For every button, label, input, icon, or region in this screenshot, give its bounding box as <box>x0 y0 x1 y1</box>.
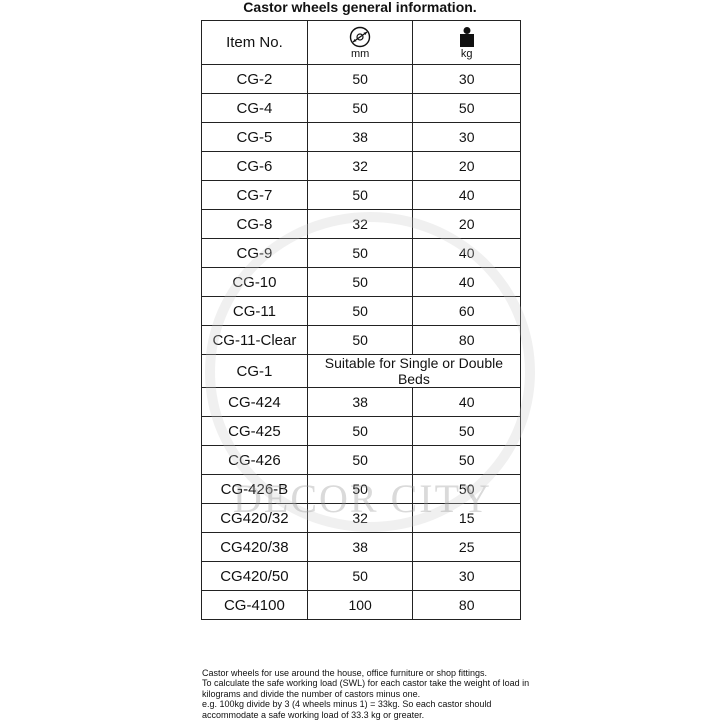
diameter-cell: 50 <box>306 474 414 504</box>
table-row: CG-5 38 30 <box>201 122 521 152</box>
diameter-cell: 50 <box>306 180 414 210</box>
load-cell: 20 <box>412 209 521 239</box>
load-cell: 15 <box>412 503 521 533</box>
load-cell: 40 <box>412 267 521 297</box>
load-cell: 30 <box>412 64 521 94</box>
diameter-cell: 32 <box>306 209 414 239</box>
item-no-cell: CG420/38 <box>201 532 308 562</box>
load-cell: 30 <box>412 561 521 591</box>
diameter-cell: 38 <box>306 387 414 417</box>
diameter-unit: mm <box>350 47 370 60</box>
table-row: CG-9 50 40 <box>201 238 521 268</box>
diameter-cell: 50 <box>306 416 414 446</box>
diameter-cell: 38 <box>306 532 414 562</box>
weight-unit: kg <box>460 47 473 60</box>
item-no-cell: CG-11-Clear <box>201 325 308 355</box>
diameter-cell: 50 <box>306 325 414 355</box>
item-no-cell: CG-426 <box>201 445 308 475</box>
load-cell: 80 <box>412 325 521 355</box>
table-row: CG-8 32 20 <box>201 209 521 239</box>
diameter-cell: 50 <box>306 267 414 297</box>
table-row: CG-426-B 50 50 <box>201 474 521 504</box>
item-no-cell: CG-4100 <box>201 590 308 620</box>
item-no-cell: CG-5 <box>201 122 308 152</box>
table-header-row: Item No. mm kg <box>201 20 521 65</box>
item-no-cell: CG-10 <box>201 267 308 297</box>
weight-icon <box>459 26 474 47</box>
diameter-cell: 50 <box>306 561 414 591</box>
diameter-cell: 50 <box>306 93 414 123</box>
header-diameter: mm <box>306 20 414 65</box>
wheel-diameter-icon <box>349 26 371 47</box>
item-no-cell: CG420/32 <box>201 503 308 533</box>
page-title: Castor wheels general information. <box>243 0 477 15</box>
item-no-cell: CG-425 <box>201 416 308 446</box>
diameter-cell: 50 <box>306 64 414 94</box>
diameter-cell: 32 <box>306 151 414 181</box>
load-cell: 40 <box>412 387 521 417</box>
header-weight: kg <box>412 20 521 65</box>
item-no-cell: CG-2 <box>201 64 308 94</box>
load-cell: 60 <box>412 296 521 326</box>
item-no-cell: CG-9 <box>201 238 308 268</box>
diameter-cell: 50 <box>306 445 414 475</box>
table-row: CG-1 Suitable for Single or Double Beds <box>201 354 522 388</box>
table-row: CG-6 32 20 <box>201 151 521 181</box>
load-cell: 20 <box>412 151 521 181</box>
load-cell: 30 <box>412 122 521 152</box>
load-cell: 50 <box>412 416 521 446</box>
footer-notes: Castor wheels for use around the house, … <box>202 668 532 720</box>
diameter-cell: 32 <box>306 503 414 533</box>
table-row: CG-4 50 50 <box>201 93 521 123</box>
table-row: CG-11-Clear 50 80 <box>201 325 521 355</box>
table-row: CG-7 50 40 <box>201 180 521 210</box>
table-row: CG420/50 50 30 <box>201 561 521 591</box>
diameter-cell: 50 <box>306 238 414 268</box>
table-row: CG-424 38 40 <box>201 387 521 417</box>
item-no-cell: CG-7 <box>201 180 308 210</box>
table-row: CG-4100 100 80 <box>201 590 521 620</box>
item-no-cell: CG-11 <box>201 296 308 326</box>
table-row: CG420/38 38 25 <box>201 532 521 562</box>
diameter-cell: 50 <box>306 296 414 326</box>
castor-table: Item No. mm kg CG-2 50 30 CG-4 50 50 CG-5 38 30 C… <box>201 20 522 620</box>
table-row: CG-2 50 30 <box>201 64 521 94</box>
item-no-cell: CG-424 <box>201 387 308 417</box>
load-cell: 40 <box>412 238 521 268</box>
item-no-cell: CG-1 <box>201 354 308 388</box>
table-row: CG-10 50 40 <box>201 267 521 297</box>
load-cell: 25 <box>412 532 521 562</box>
note-line: e.g. 100kg divide by 3 (4 wheels minus 1… <box>202 699 492 720</box>
table-row: CG-11 50 60 <box>201 296 521 326</box>
header-item-no: Item No. <box>201 20 308 65</box>
load-cell: 50 <box>412 445 521 475</box>
table-row: CG-426 50 50 <box>201 445 521 475</box>
load-cell: 40 <box>412 180 521 210</box>
load-cell: 50 <box>412 93 521 123</box>
note-cell: Suitable for Single or Double Beds <box>306 354 522 388</box>
note-line: To calculate the safe working load (SWL)… <box>202 678 530 699</box>
table-row: CG-425 50 50 <box>201 416 521 446</box>
load-cell: 50 <box>412 474 521 504</box>
table-row: CG420/32 32 15 <box>201 503 521 533</box>
diameter-cell: 38 <box>306 122 414 152</box>
diameter-cell: 100 <box>306 590 414 620</box>
item-no-cell: CG420/50 <box>201 561 308 591</box>
load-cell: 80 <box>412 590 521 620</box>
note-line: Castor wheels for use around the house, … <box>202 668 487 678</box>
item-no-cell: CG-426-B <box>201 474 308 504</box>
item-no-cell: CG-6 <box>201 151 308 181</box>
item-no-cell: CG-4 <box>201 93 308 123</box>
item-no-cell: CG-8 <box>201 209 308 239</box>
